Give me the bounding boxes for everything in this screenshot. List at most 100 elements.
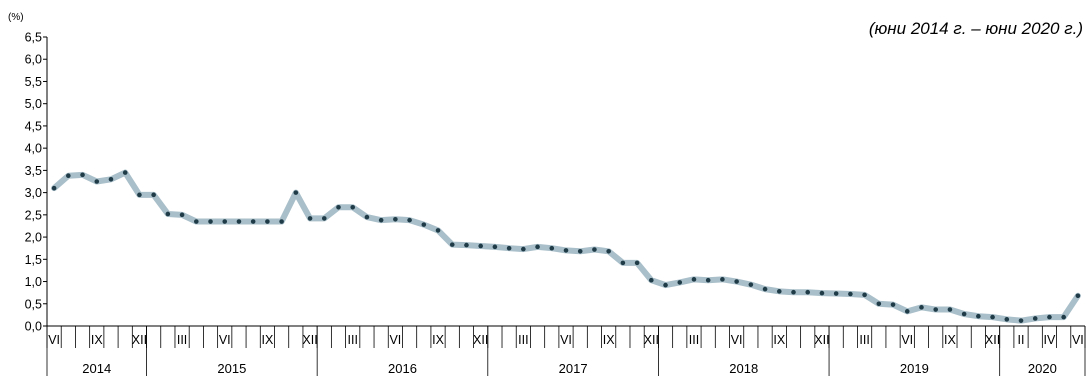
x-year-label: 2017: [559, 361, 588, 376]
data-point: [961, 311, 967, 317]
data-point: [421, 222, 427, 227]
data-point: [663, 282, 668, 288]
data-point: [762, 286, 768, 292]
data-point: [321, 216, 327, 221]
y-tick-label: 1,0: [25, 275, 42, 289]
chart-subtitle: (юни 2014 г. – юни 2020 г.): [869, 19, 1083, 38]
x-month-label: VI: [560, 333, 572, 347]
x-month-label: XII: [302, 333, 317, 347]
data-point: [947, 307, 953, 312]
data-point: [904, 309, 910, 314]
data-point: [734, 279, 739, 284]
data-point: [464, 242, 469, 248]
data-point: [279, 219, 284, 224]
data-point: [848, 291, 853, 297]
data-point: [236, 219, 242, 224]
y-unit-label: (%): [8, 12, 24, 23]
data-point: [634, 260, 640, 266]
data-point: [165, 211, 171, 217]
y-tick-label: 2,0: [25, 231, 42, 245]
data-point: [1004, 317, 1010, 322]
data-point: [577, 249, 583, 254]
x-year-label: 2014: [82, 361, 111, 376]
x-month-label: IX: [432, 333, 444, 347]
x-year-label: 2019: [900, 361, 929, 376]
x-month-label: XII: [473, 333, 488, 347]
y-axis: 0,0 0,5 1,0 1,5 2,0 2,5 3,0 3,5 4,0 4,5 5,0 5,5 6,0 6…: [25, 31, 48, 334]
x-month-label: IX: [773, 333, 785, 347]
y-tick-label: 3,5: [25, 164, 42, 178]
x-month-label: VI: [901, 333, 913, 347]
x-month-label: III: [518, 333, 528, 347]
x-month-label: VI: [219, 333, 231, 347]
data-point: [720, 277, 725, 282]
data-point: [492, 244, 498, 250]
x-axis: VI IX XII III VI IX XII III VI IX XII III VI IX XII III…: [46, 325, 1086, 376]
y-tick-label: 0,0: [25, 320, 42, 334]
data-point: [407, 217, 412, 223]
data-point: [1061, 314, 1066, 320]
data-point: [833, 291, 839, 296]
data-point: [791, 289, 796, 295]
x-year-label: 2016: [388, 361, 417, 376]
x-month-label: VI: [1072, 333, 1084, 347]
x-month-label: IX: [91, 333, 103, 347]
data-point: [976, 313, 981, 319]
x-month-label: IV: [1044, 333, 1056, 347]
data-point: [933, 307, 938, 312]
y-tick-label: 5,0: [25, 97, 42, 111]
data-point: [521, 246, 526, 252]
series-line: [51, 169, 1081, 324]
data-point: [51, 185, 57, 191]
data-point: [819, 290, 825, 296]
data-point: [378, 217, 384, 223]
data-point: [449, 242, 455, 247]
data-point: [677, 280, 683, 285]
data-point: [94, 179, 100, 184]
data-point: [691, 277, 697, 282]
data-point: [890, 302, 896, 307]
x-month-label: IX: [603, 333, 615, 347]
y-tick-label: 4,0: [25, 142, 42, 156]
data-point: [1075, 293, 1081, 299]
data-point: [876, 301, 882, 307]
data-point: [393, 216, 398, 222]
data-point: [563, 248, 569, 253]
x-month-label: III: [177, 333, 187, 347]
y-tick-label: 6,0: [25, 53, 42, 67]
x-month-label: II: [1018, 333, 1025, 347]
data-point: [649, 277, 654, 283]
data-point: [592, 247, 597, 252]
data-point: [265, 219, 270, 224]
data-point: [748, 282, 754, 287]
data-point: [208, 219, 213, 224]
data-point: [506, 245, 512, 251]
x-month-label: XII: [985, 333, 1000, 347]
data-point: [307, 216, 313, 221]
data-point: [350, 204, 356, 210]
x-month-label: III: [348, 333, 358, 347]
y-tick-label: 3,0: [25, 186, 42, 200]
y-tick-label: 6,5: [25, 31, 42, 45]
data-point: [336, 204, 341, 210]
data-point: [478, 243, 483, 249]
data-point: [862, 292, 867, 298]
data-point: [1032, 316, 1038, 321]
x-month-label: VI: [48, 333, 60, 347]
x-month-label: IX: [261, 333, 273, 347]
data-point: [364, 214, 370, 220]
data-point: [776, 289, 782, 294]
data-point: [222, 219, 228, 224]
y-tick-label: 1,5: [25, 253, 42, 267]
data-point: [535, 244, 540, 250]
data-point: [194, 219, 199, 224]
data-point: [620, 260, 626, 266]
data-point: [805, 289, 811, 295]
data-point: [179, 212, 185, 218]
x-month-label: XII: [644, 333, 659, 347]
x-month-label: III: [689, 333, 699, 347]
series-layer: [51, 169, 1081, 324]
data-point: [1047, 314, 1052, 320]
y-tick-label: 4,5: [25, 119, 42, 133]
